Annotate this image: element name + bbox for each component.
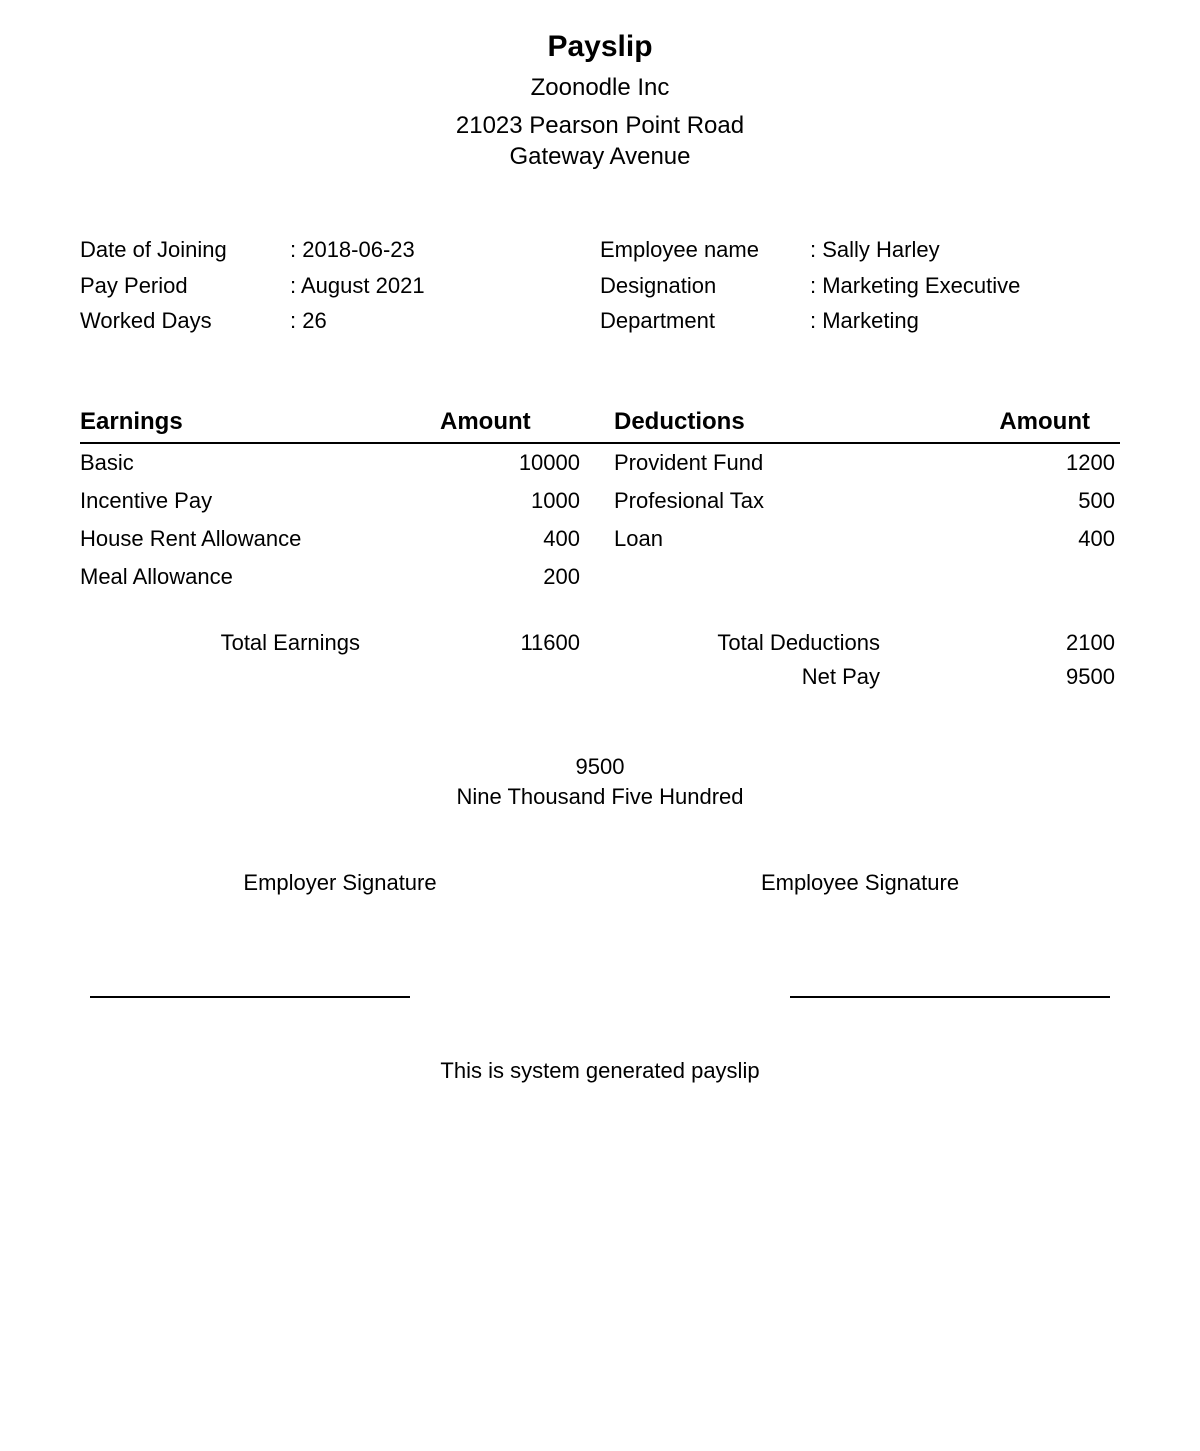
earnings-row-label: Incentive Pay	[80, 488, 500, 514]
deductions-row: Provident Fund1200	[600, 444, 1120, 482]
label-employee-name: Employee name	[600, 232, 810, 267]
deductions-row-amount: 400	[1020, 526, 1120, 552]
earnings-row-label: Basic	[80, 450, 500, 476]
employer-signature-label: Employer Signature	[80, 870, 600, 896]
company-name: Zoonodle Inc	[80, 74, 1120, 102]
signatures-section: Employer Signature Employee Signature	[80, 870, 1120, 896]
earnings-row-label: Meal Allowance	[80, 564, 500, 590]
value-date-of-joining: : 2018-06-23	[290, 232, 600, 267]
employee-signature-line	[790, 996, 1110, 998]
totals-right: Total Deductions 2100 Net Pay 9500	[600, 626, 1120, 694]
net-pay-words-section: 9500 Nine Thousand Five Hundred	[80, 754, 1120, 810]
deductions-row-amount: 500	[1020, 488, 1120, 514]
deductions-row-label: Loan	[600, 526, 1020, 552]
deductions-row-amount: 1200	[1020, 450, 1120, 476]
net-pay-words: Nine Thousand Five Hundred	[80, 784, 1120, 810]
net-pay-value: 9500	[1020, 664, 1120, 690]
earnings-row-amount: 10000	[500, 450, 600, 476]
deductions-row: Loan400	[600, 520, 1120, 558]
net-pay-label: Net Pay	[600, 664, 1020, 690]
employee-info-section: Date of Joining Pay Period Worked Days :…	[80, 232, 1120, 338]
address-line-2: Gateway Avenue	[80, 141, 1120, 172]
label-pay-period: Pay Period	[80, 268, 290, 303]
label-worked-days: Worked Days	[80, 303, 290, 338]
document-title: Payslip	[80, 30, 1120, 64]
info-left-block: Date of Joining Pay Period Worked Days :…	[80, 232, 600, 338]
label-date-of-joining: Date of Joining	[80, 232, 290, 267]
deductions-row: Profesional Tax500	[600, 482, 1120, 520]
employer-signature-line-wrap	[80, 996, 600, 998]
deductions-table: Deductions Amount Provident Fund1200Prof…	[600, 408, 1120, 596]
net-pay-amount: 9500	[80, 754, 1120, 780]
label-designation: Designation	[600, 268, 810, 303]
earnings-row-amount: 200	[500, 564, 600, 590]
earnings-row: House Rent Allowance400	[80, 520, 600, 558]
totals-left: Total Earnings 11600	[80, 626, 600, 694]
earnings-header-label: Earnings	[80, 408, 440, 436]
earnings-header: Earnings Amount	[80, 408, 600, 444]
earnings-row: Meal Allowance200	[80, 558, 600, 596]
totals-section: Total Earnings 11600 Total Deductions 21…	[80, 626, 1120, 694]
payslip-header: Payslip Zoonodle Inc 21023 Pearson Point…	[80, 30, 1120, 172]
deductions-row-label: Provident Fund	[600, 450, 1020, 476]
deductions-header: Deductions Amount	[600, 408, 1120, 444]
signature-lines	[80, 996, 1120, 998]
total-earnings-value: 11600	[500, 630, 600, 656]
earnings-deductions-table: Earnings Amount Basic10000Incentive Pay1…	[80, 408, 1120, 596]
deductions-header-label: Deductions	[600, 408, 960, 436]
value-designation: : Marketing Executive	[810, 268, 1120, 303]
earnings-row-amount: 400	[500, 526, 600, 552]
earnings-row-amount: 1000	[500, 488, 600, 514]
total-earnings-label: Total Earnings	[80, 630, 500, 656]
earnings-row-label: House Rent Allowance	[80, 526, 500, 552]
earnings-row: Incentive Pay1000	[80, 482, 600, 520]
label-department: Department	[600, 303, 810, 338]
total-deductions-value: 2100	[1020, 630, 1120, 656]
deductions-row-label: Profesional Tax	[600, 488, 1020, 514]
value-department: : Marketing	[810, 303, 1120, 338]
employee-signature-line-wrap	[600, 996, 1120, 998]
employer-signature-line	[90, 996, 410, 998]
address-line-1: 21023 Pearson Point Road	[80, 110, 1120, 141]
earnings-table: Earnings Amount Basic10000Incentive Pay1…	[80, 408, 600, 596]
deductions-header-amount: Amount	[960, 408, 1120, 436]
value-employee-name: : Sally Harley	[810, 232, 1120, 267]
value-pay-period: : August 2021	[290, 268, 600, 303]
footer-note: This is system generated payslip	[80, 1058, 1120, 1084]
value-worked-days: : 26	[290, 303, 600, 338]
total-deductions-label: Total Deductions	[600, 630, 1020, 656]
info-right-block: Employee name Designation Department : S…	[600, 232, 1120, 338]
earnings-header-amount: Amount	[440, 408, 600, 436]
employee-signature-label: Employee Signature	[600, 870, 1120, 896]
earnings-row: Basic10000	[80, 444, 600, 482]
